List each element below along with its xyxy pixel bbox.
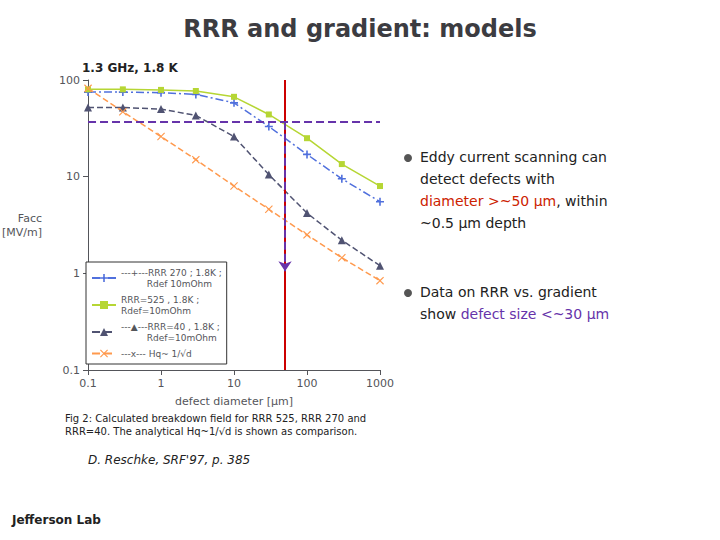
svg-text:0.1: 0.1 <box>79 377 97 390</box>
svg-text:Eddy current scanning can: Eddy current scanning can <box>420 149 607 165</box>
svg-text:Data on RRR vs. gradient: Data on RRR vs. gradient <box>420 284 597 300</box>
svg-text:100: 100 <box>59 74 80 87</box>
svg-text:show: show <box>420 306 461 322</box>
svg-text:D. Reschke, SRF'97, p. 385: D. Reschke, SRF'97, p. 385 <box>88 453 250 467</box>
svg-text:, within: , within <box>556 193 607 209</box>
svg-text:1: 1 <box>73 267 80 280</box>
svg-text:0.1: 0.1 <box>63 364 81 377</box>
svg-text:100: 100 <box>297 377 318 390</box>
svg-text:defect size <~30 μm: defect size <~30 μm <box>461 306 610 322</box>
svg-text:RRR and gradient: models: RRR and gradient: models <box>183 15 536 43</box>
svg-text:RRR=40. The analytical Hq~1/√d: RRR=40. The analytical Hq~1/√d is shown … <box>65 426 357 437</box>
svg-text:1.3 GHz, 1.8 K: 1.3 GHz, 1.8 K <box>82 61 178 75</box>
svg-text:Rdef=10mOhm: Rdef=10mOhm <box>121 306 191 316</box>
svg-text:1000: 1000 <box>366 377 394 390</box>
svg-text:Fig 2: Calculated breakdown fi: Fig 2: Calculated breakdown field for RR… <box>65 413 366 424</box>
svg-text:---x--- Hq~ 1/√d: ---x--- Hq~ 1/√d <box>121 349 192 359</box>
svg-text:---+---RRR 270 ; 1.8K ;: ---+---RRR 270 ; 1.8K ; <box>121 268 222 278</box>
svg-text:10: 10 <box>227 377 241 390</box>
svg-text:defect diameter [μm]: defect diameter [μm] <box>175 395 293 408</box>
svg-text:Jefferson Lab: Jefferson Lab <box>11 513 101 527</box>
svg-text:~0.5 μm depth: ~0.5 μm depth <box>420 215 526 231</box>
svg-text:diameter >~50 μm: diameter >~50 μm <box>420 193 556 209</box>
svg-text:1: 1 <box>158 377 165 390</box>
svg-text:detect defects with: detect defects with <box>420 171 555 187</box>
svg-text:Rdef 10mOhm: Rdef 10mOhm <box>121 279 212 289</box>
svg-text:10: 10 <box>66 170 80 183</box>
svg-text:RRR=525 , 1.8K ;: RRR=525 , 1.8K ; <box>121 295 199 305</box>
svg-text:Rdef=10mOhm: Rdef=10mOhm <box>121 333 217 343</box>
svg-text:[MV/m]: [MV/m] <box>2 226 42 239</box>
svg-text:Facc: Facc <box>18 212 42 225</box>
svg-text:---▲---RRR=40 , 1.8K ;: ---▲---RRR=40 , 1.8K ; <box>121 322 220 332</box>
